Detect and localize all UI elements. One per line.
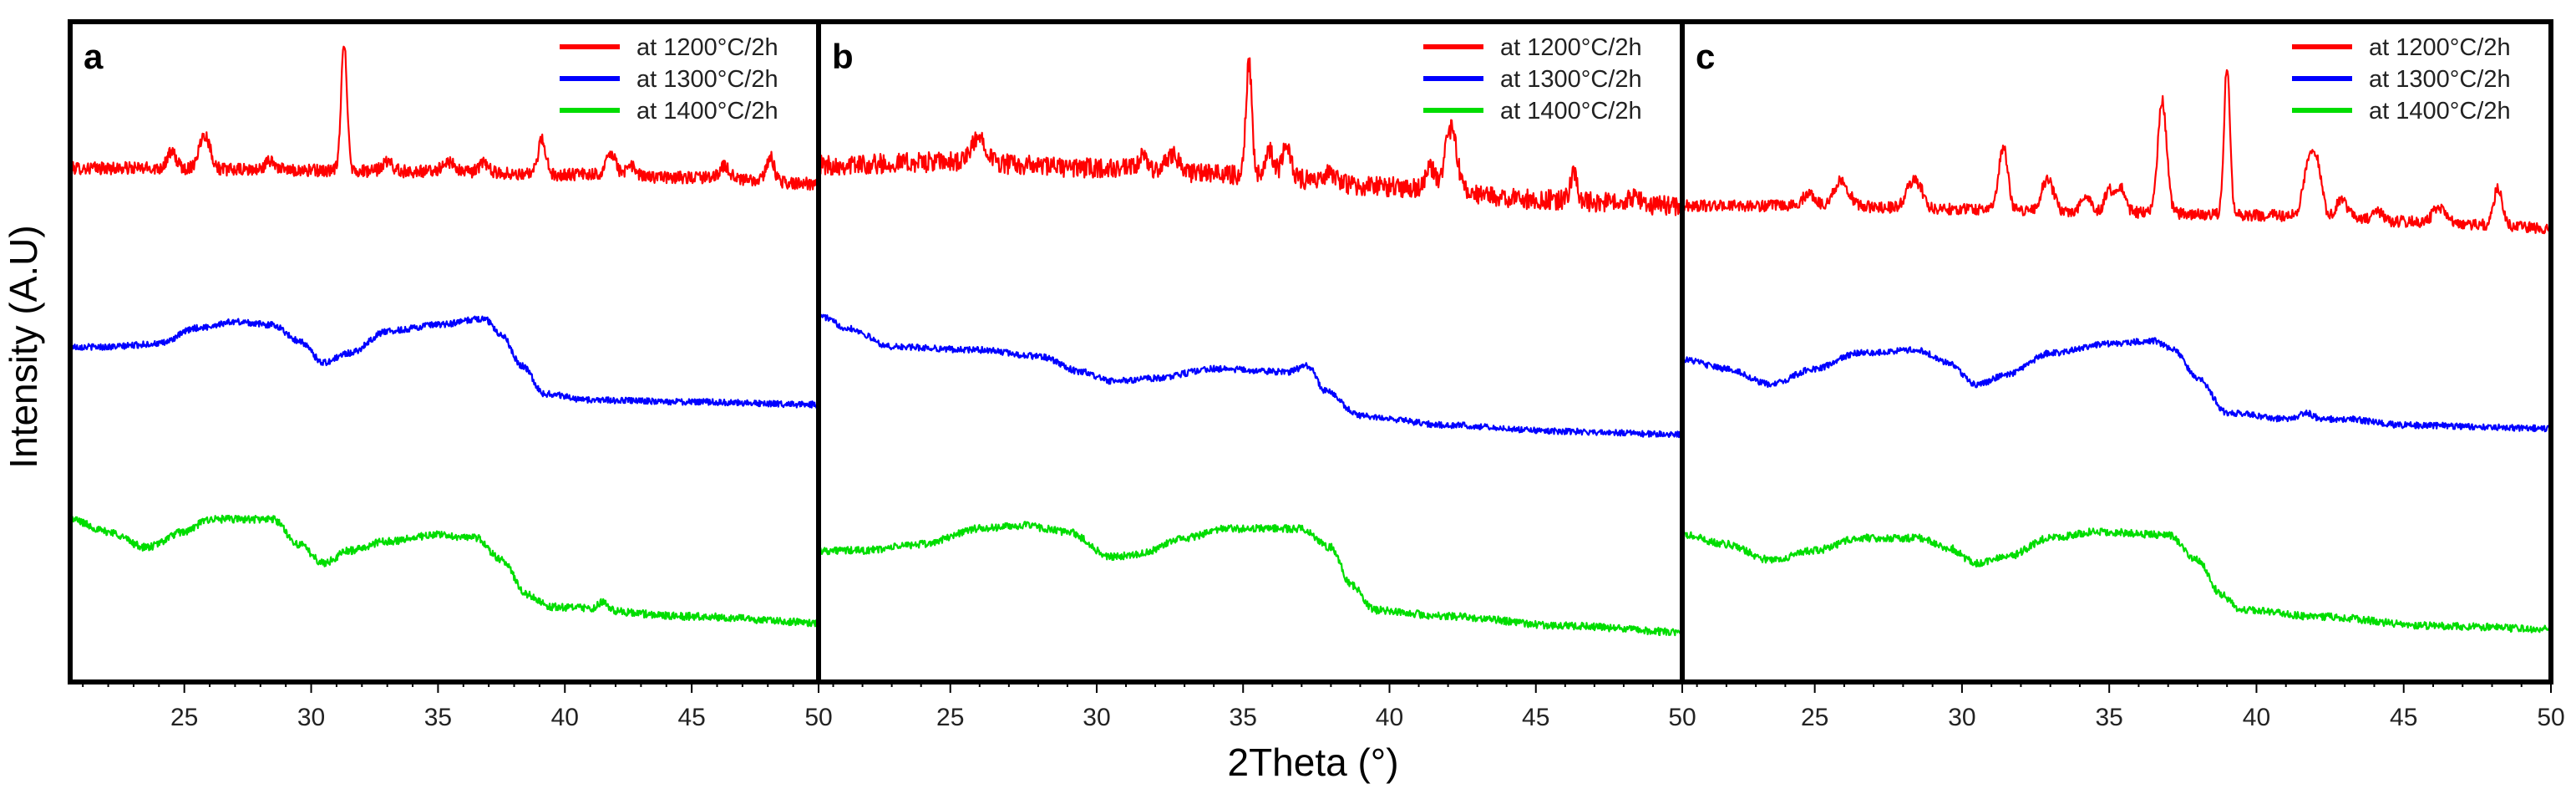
x-tick-label: 30 xyxy=(297,704,325,731)
x-tick-label: 50 xyxy=(804,704,832,731)
x-tick-label: 40 xyxy=(1376,704,1403,731)
legend-label: at 1300°C/2h xyxy=(2369,66,2511,93)
series-line-c-1 xyxy=(1682,69,2551,235)
x-tick-label: 40 xyxy=(551,704,579,731)
x-tick-label: 50 xyxy=(1668,704,1696,731)
legend-label: at 1300°C/2h xyxy=(1500,66,1642,93)
series-line-b-1 xyxy=(819,57,1682,216)
series-line-c-2 xyxy=(1682,337,2551,433)
series-line-b-2 xyxy=(819,312,1682,439)
x-tick-label: 30 xyxy=(1948,704,1975,731)
x-tick-label: 25 xyxy=(1801,704,1828,731)
x-tick-label: 35 xyxy=(1230,704,1257,731)
legend-label: at 1300°C/2h xyxy=(636,66,778,93)
x-tick-label: 25 xyxy=(170,704,198,731)
panel-frame-c xyxy=(1680,19,2553,684)
panel-label-c: c xyxy=(1696,37,1715,76)
x-tick-label: 45 xyxy=(2390,704,2417,731)
x-tick-label: 25 xyxy=(936,704,964,731)
panel-label-a: a xyxy=(84,37,104,76)
legend-label: at 1200°C/2h xyxy=(636,34,778,61)
x-tick-label: 35 xyxy=(424,704,452,731)
x-tick-label: 50 xyxy=(2537,704,2564,731)
y-axis-label: Intensity (A.U) xyxy=(2,225,45,468)
series-line-a-2 xyxy=(70,315,819,409)
legend-label: at 1400°C/2h xyxy=(636,98,778,125)
x-axis-label: 2Theta (°) xyxy=(1227,740,1398,784)
legend-label: at 1200°C/2h xyxy=(2369,34,2511,61)
legend: at 1200°C/2h at 1300°C/2h at 1400°C/2h xyxy=(2292,34,2511,125)
panel-label-b: b xyxy=(832,37,854,76)
x-tick-label: 30 xyxy=(1083,704,1110,731)
x-tick-label: 40 xyxy=(2243,704,2270,731)
series-line-b-3 xyxy=(819,521,1682,637)
series-line-a-1 xyxy=(70,45,819,191)
legend-label: at 1400°C/2h xyxy=(2369,98,2511,125)
x-tick-label: 35 xyxy=(2095,704,2122,731)
legend-label: at 1400°C/2h xyxy=(1500,98,1642,125)
x-tick-label: 45 xyxy=(677,704,705,731)
legend-label: at 1200°C/2h xyxy=(1500,34,1642,61)
series-line-a-3 xyxy=(70,514,819,628)
x-tick-label: 45 xyxy=(1522,704,1549,731)
legend: at 1200°C/2h at 1300°C/2h at 1400°C/2h xyxy=(1423,34,1642,125)
series-line-c-3 xyxy=(1682,527,2551,634)
legend: at 1200°C/2h at 1300°C/2h at 1400°C/2h xyxy=(560,34,778,125)
